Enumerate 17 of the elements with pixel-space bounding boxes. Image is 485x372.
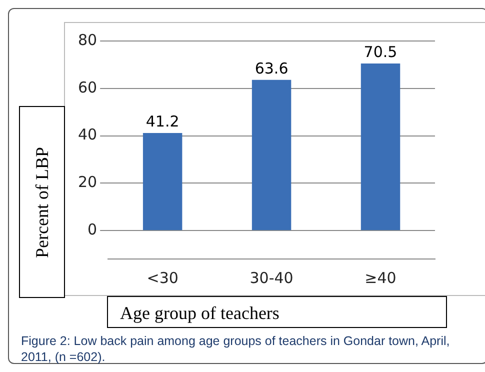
y-tick-label: 20 — [78, 173, 98, 192]
data-label: 70.5 — [364, 42, 398, 61]
y-tick-label: 0 — [88, 220, 98, 238]
x-tick-label: ≥40 — [364, 268, 396, 287]
x-tick-label: 30-40 — [250, 268, 294, 287]
y-tick-label: 60 — [78, 78, 98, 96]
data-label: 41.2 — [146, 112, 180, 130]
bar — [252, 80, 292, 230]
y-tick-label: 80 — [78, 30, 98, 49]
x-tick-label: <30 — [146, 268, 178, 287]
y-tick-label: 40 — [78, 126, 98, 144]
y-axis-title: Percent of LBP — [32, 146, 52, 258]
bar — [142, 132, 182, 230]
bar — [360, 64, 400, 230]
data-label: 63.6 — [254, 59, 288, 78]
x-axis-title: Age group of teachers — [107, 296, 447, 328]
caption: Figure 2: Low back pain among age groups of teachers in Gondar town, April, 2011, (n =602). — [21, 333, 451, 365]
